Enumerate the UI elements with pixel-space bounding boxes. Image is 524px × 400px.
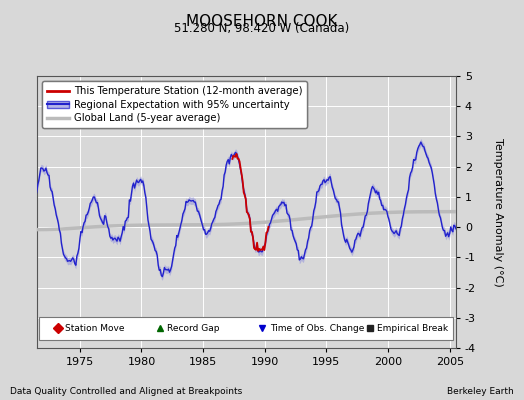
Bar <box>39 317 453 340</box>
Text: Berkeley Earth: Berkeley Earth <box>447 387 514 396</box>
Text: Record Gap: Record Gap <box>167 324 220 333</box>
Text: Station Move: Station Move <box>65 324 125 333</box>
Text: 51.280 N, 98.420 W (Canada): 51.280 N, 98.420 W (Canada) <box>174 22 350 35</box>
Text: MOOSEHORN COOK: MOOSEHORN COOK <box>186 14 338 29</box>
Legend: This Temperature Station (12-month average), Regional Expectation with 95% uncer: This Temperature Station (12-month avera… <box>42 81 307 128</box>
Y-axis label: Temperature Anomaly (°C): Temperature Anomaly (°C) <box>493 138 503 286</box>
Text: Empirical Break: Empirical Break <box>377 324 448 333</box>
Text: Time of Obs. Change: Time of Obs. Change <box>270 324 364 333</box>
Text: Data Quality Controlled and Aligned at Breakpoints: Data Quality Controlled and Aligned at B… <box>10 387 243 396</box>
